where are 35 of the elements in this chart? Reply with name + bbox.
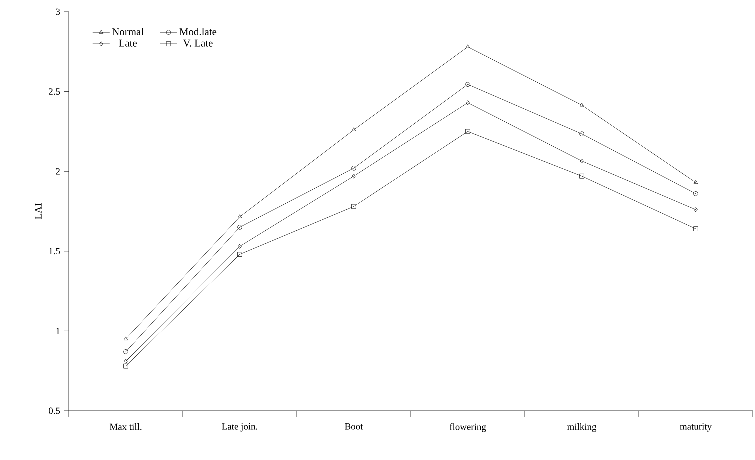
point xyxy=(466,44,470,48)
point xyxy=(238,252,242,257)
y-tick-label: 1.5 xyxy=(49,248,60,255)
x-tick-label: maturity xyxy=(680,424,712,432)
point xyxy=(124,364,128,369)
x-tick-label: Boot xyxy=(345,424,364,430)
point xyxy=(238,225,242,230)
legend-label: V. Late xyxy=(183,40,213,47)
point xyxy=(466,82,470,88)
y-tick-label: 0.5 xyxy=(49,408,60,414)
point xyxy=(580,158,584,164)
point xyxy=(352,166,356,171)
y-tick-label: 3 xyxy=(56,8,60,16)
point xyxy=(238,244,242,250)
legend-label: Mod.late xyxy=(180,28,217,36)
point xyxy=(238,214,242,218)
point xyxy=(694,226,698,232)
point xyxy=(466,129,470,134)
x-tick-label: flowering xyxy=(450,424,486,432)
y-axis-title: LAI xyxy=(35,204,42,220)
point xyxy=(466,100,470,106)
y-tick-label: 2.5 xyxy=(49,88,60,96)
point xyxy=(580,102,584,107)
x-tick-label: milking xyxy=(567,424,597,432)
point xyxy=(352,174,356,179)
point xyxy=(580,174,584,179)
legend-label: Late xyxy=(119,40,138,47)
y-tick-label: 1 xyxy=(56,328,60,334)
x-tick-label: Max till. xyxy=(110,424,142,430)
point xyxy=(352,128,356,132)
legend-label: Normal xyxy=(112,28,144,36)
x-tick-label: Late join. xyxy=(222,424,258,432)
y-tick-label: 2 xyxy=(56,168,60,175)
point xyxy=(580,132,584,136)
point xyxy=(352,204,356,210)
